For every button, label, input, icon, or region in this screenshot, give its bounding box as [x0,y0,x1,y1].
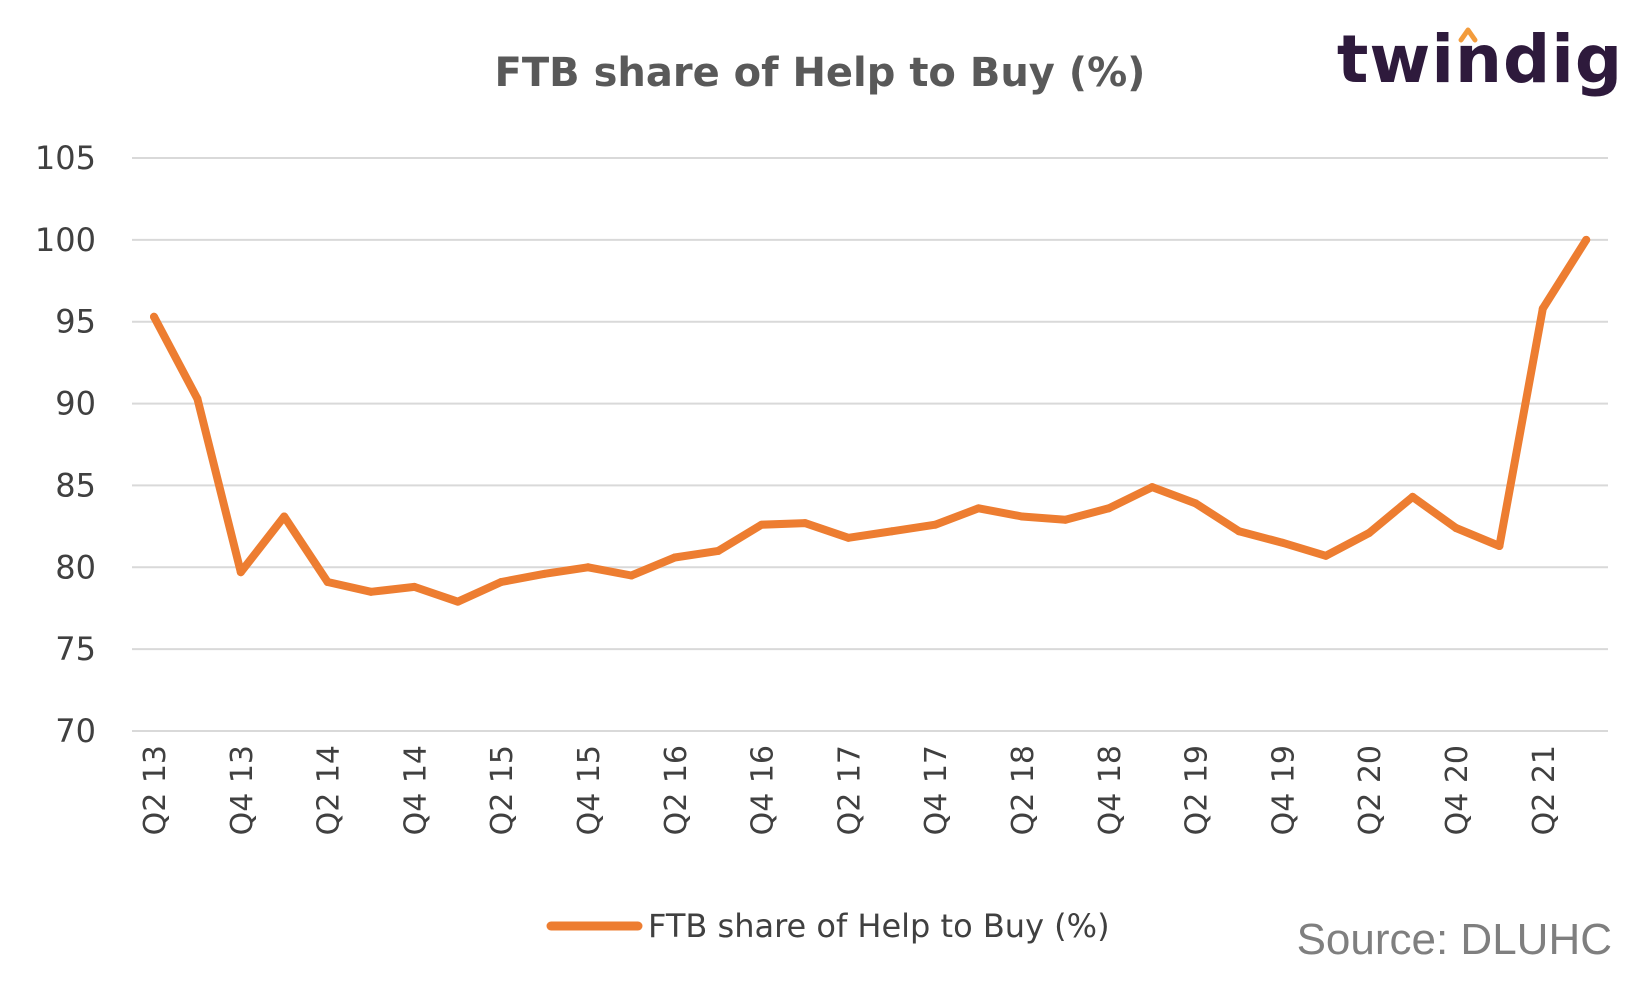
x-tick-label: Q4 18 [1093,745,1128,835]
x-tick-label: Q2 14 [312,745,347,835]
x-tick-label: Q2 21 [1527,745,1562,835]
y-tick-label: 70 [55,712,96,750]
data-point [1495,542,1504,551]
y-tick-label: 90 [55,385,96,423]
x-tick-label: Q4 17 [919,745,954,835]
data-point [193,394,202,403]
logo-roof-icon [1458,27,1478,43]
twindig-logo: twindig [1337,21,1623,98]
y-tick-label: 85 [55,466,96,504]
y-tick-label: 100 [35,221,96,259]
data-point [1148,483,1157,492]
source-note: Source: DLUHC [1297,915,1612,964]
x-tick-label: Q2 17 [832,745,867,835]
data-point [1452,523,1460,532]
data-point [584,563,592,572]
y-tick-label: 95 [55,303,96,341]
x-tick-label: Q2 18 [1006,745,1041,835]
x-tick-label: Q2 19 [1180,745,1215,835]
data-point [1235,527,1243,536]
data-point [453,597,462,606]
y-tick-label: 105 [35,139,96,177]
y-tick-label: 80 [55,548,96,586]
x-tick-label: Q2 15 [485,745,520,835]
data-point [1408,492,1417,501]
data-point [1582,235,1591,244]
data-point [410,582,419,591]
x-tick-label: Q2 13 [138,745,173,835]
data-point [887,527,896,536]
x-tick-label: Q4 19 [1266,745,1301,835]
data-point [150,312,158,321]
y-axis: 70 75 80 85 90 95 100 105 [35,139,96,750]
gridlines [132,157,1608,732]
data-point [1191,499,1200,508]
data-point [497,578,506,587]
chart-title: FTB share of Help to Buy (%) [495,50,1146,96]
data-point [1365,528,1374,537]
legend-label: FTB share of Help to Buy (%) [648,907,1110,945]
data-point [1104,504,1113,513]
data-point [714,546,723,555]
data-point [757,520,766,529]
data-point [1278,538,1287,547]
data-point [801,519,809,528]
x-tick-label: Q4 13 [225,745,260,835]
data-point [1018,512,1026,521]
data-point [540,569,549,578]
legend: FTB share of Help to Buy (%) [546,907,1110,945]
data-point [931,520,940,529]
x-tick-label: Q4 20 [1440,745,1475,835]
data-point [1538,304,1547,313]
x-tick-label: Q4 14 [398,745,433,835]
data-point [1061,515,1070,524]
x-tick-label: Q4 15 [572,745,607,835]
data-point [280,512,289,521]
data-point [627,571,636,580]
data-point [844,533,853,542]
data-point [367,587,375,596]
data-point [236,568,245,577]
x-tick-label: Q4 16 [746,745,781,835]
data-point [670,553,679,562]
x-tick-label: Q2 16 [659,745,694,835]
x-tick-label: Q2 20 [1353,745,1388,835]
y-tick-label: 75 [55,630,96,668]
data-point [323,578,332,587]
series-line-0 [150,235,1591,606]
series-layer [150,235,1591,606]
logo-text: twindig [1337,21,1623,98]
data-point [974,504,983,513]
data-point [1321,551,1330,560]
x-axis: Q2 13 Q4 13 Q2 14 Q4 14 Q2 15 Q4 15 Q2 16 Q4 16… [138,745,1562,835]
